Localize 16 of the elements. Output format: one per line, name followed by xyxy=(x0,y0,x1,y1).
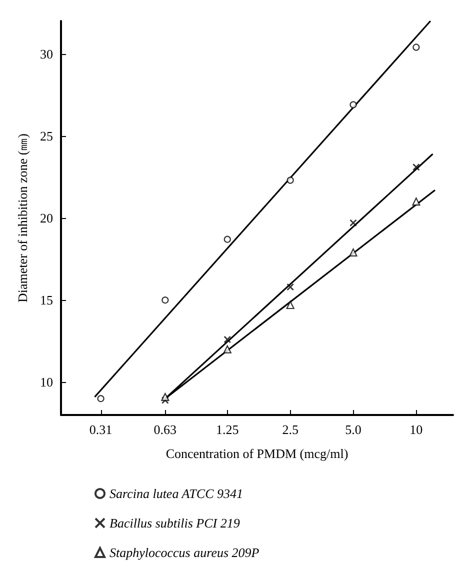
x-tick-label: 5.0 xyxy=(345,422,362,437)
y-tick-label: 20 xyxy=(40,210,53,226)
x-tick-label: 0.63 xyxy=(154,422,177,437)
x-axis-title: Concentration of PMDM (mcg/ml) xyxy=(166,446,348,461)
y-tick-label: 10 xyxy=(40,374,53,390)
y-tick-label: 30 xyxy=(40,46,53,62)
x-tick-label: 10 xyxy=(410,422,423,437)
legend-label: Sarcina lutea ATCC 9341 xyxy=(110,486,243,501)
y-tick-label: 25 xyxy=(40,128,53,144)
x-tick-label: 0.31 xyxy=(89,422,112,437)
legend-label: Bacillus subtilis PCI 219 xyxy=(110,516,240,530)
x-tick-label: 1.25 xyxy=(216,422,239,437)
x-tick-label: 2.5 xyxy=(282,422,298,437)
y-tick-label: 15 xyxy=(40,292,53,308)
legend-label: Staphylococcus aureus 209P xyxy=(110,545,260,560)
y-axis-title: Diameter of inhibition zone (㎜) xyxy=(15,134,30,302)
